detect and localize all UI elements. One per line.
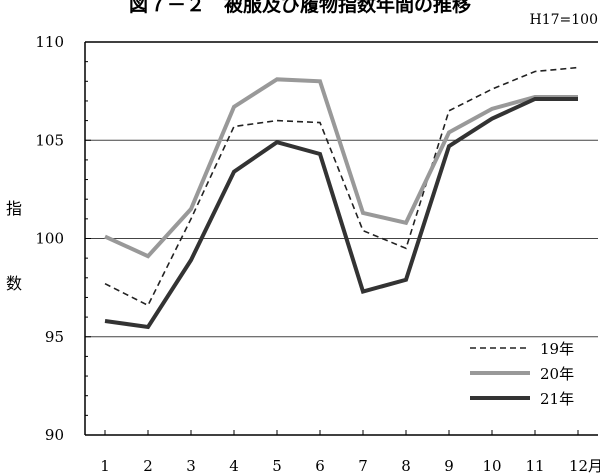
x-tick-label: 10 <box>482 457 501 473</box>
x-tick-label: 8 <box>401 457 411 473</box>
y-tick-label: 90 <box>45 426 64 444</box>
series-line-2 <box>104 77 578 259</box>
x-tick-label: 12月 <box>569 457 600 473</box>
legend-label-3: 21年 <box>540 390 574 408</box>
y-tick-label: 100 <box>35 230 64 248</box>
y-axis-label-2: 数 <box>6 274 23 293</box>
y-tick-label: 105 <box>35 131 64 149</box>
x-tick-label: 4 <box>229 457 239 473</box>
series-line-1 <box>104 66 579 307</box>
chart-title: 図７－２ 被服及び履物指数年間の推移 <box>128 0 471 16</box>
x-tick-label: 5 <box>272 457 282 473</box>
y-axis-label-1: 指 <box>6 199 23 218</box>
y-tick-label: 110 <box>35 33 64 51</box>
x-tick-label: 9 <box>444 457 454 473</box>
x-tick-label: 2 <box>143 457 153 473</box>
x-tick-label: 7 <box>358 457 368 473</box>
x-tick-label: 3 <box>186 457 196 473</box>
y-tick-label: 95 <box>45 328 64 346</box>
x-tick-label: 11 <box>525 457 544 473</box>
x-tick-label: 1 <box>100 457 110 473</box>
legend-label-1: 19年 <box>540 340 574 358</box>
unit-note: H17=100 <box>529 12 598 28</box>
x-tick-label: 6 <box>315 457 325 473</box>
legend-label-2: 20年 <box>540 365 574 383</box>
series-line-3 <box>104 96 578 330</box>
